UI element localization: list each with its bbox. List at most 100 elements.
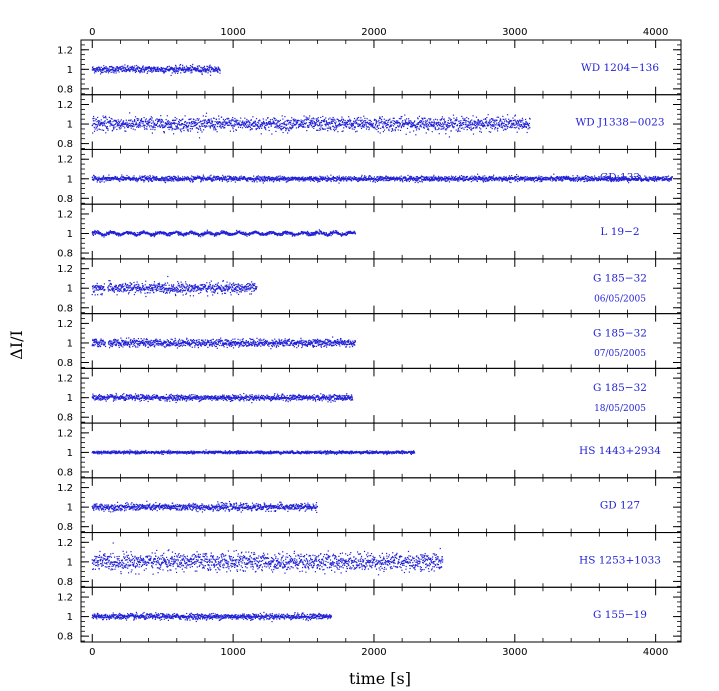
data-point <box>198 137 201 139</box>
data-point <box>159 124 161 126</box>
data-point <box>358 123 360 125</box>
data-point <box>206 67 209 70</box>
data-point <box>338 122 341 124</box>
data-point <box>455 175 457 177</box>
data-point <box>183 127 185 129</box>
data-point <box>392 120 394 122</box>
data-point <box>247 121 249 123</box>
data-point <box>130 123 132 125</box>
data-point <box>425 125 427 127</box>
data-point <box>442 124 444 126</box>
data-point <box>539 181 541 183</box>
data-point <box>181 64 184 66</box>
data-point <box>479 120 481 122</box>
data-point <box>560 178 562 180</box>
data-point <box>469 176 471 179</box>
data-point <box>145 178 147 180</box>
data-point <box>470 129 473 131</box>
data-point <box>148 119 150 121</box>
data-point <box>157 125 159 128</box>
data-point <box>221 180 223 182</box>
data-point <box>504 179 507 181</box>
data-point <box>326 121 328 123</box>
data-point <box>175 125 177 127</box>
data-point <box>372 181 374 183</box>
data-point <box>170 178 172 180</box>
data-point <box>105 69 108 71</box>
data-point <box>260 177 263 179</box>
data-point <box>558 177 560 179</box>
data-point <box>203 69 205 71</box>
data-point <box>171 123 173 125</box>
data-point <box>310 180 312 182</box>
data-point <box>219 124 221 126</box>
data-point <box>93 117 95 120</box>
data-point <box>137 66 139 68</box>
data-point <box>234 124 237 126</box>
data-point <box>295 122 297 124</box>
data-point <box>524 122 526 125</box>
data-point <box>146 120 149 122</box>
data-point <box>292 179 294 181</box>
data-point <box>300 119 302 121</box>
data-point <box>245 178 247 180</box>
data-point <box>218 67 220 69</box>
data-point <box>207 121 209 123</box>
data-point <box>417 118 419 120</box>
data-point <box>143 70 146 72</box>
data-point <box>396 177 398 179</box>
data-point <box>359 179 361 181</box>
data-point <box>216 121 218 123</box>
data-point <box>190 67 192 69</box>
data-point <box>131 68 133 71</box>
data-point <box>167 126 169 129</box>
data-point <box>100 181 102 183</box>
data-point <box>192 63 194 66</box>
data-point <box>511 126 514 128</box>
data-point <box>114 69 116 71</box>
data-point <box>208 178 211 180</box>
data-point <box>370 176 373 178</box>
data-point <box>128 178 130 180</box>
data-point <box>459 178 461 181</box>
data-point <box>415 176 417 178</box>
data-point <box>420 180 422 183</box>
data-point <box>435 176 437 178</box>
data-point <box>484 175 486 177</box>
data-point <box>105 67 107 69</box>
data-point <box>202 123 204 125</box>
data-point <box>263 175 266 177</box>
data-point <box>577 179 579 181</box>
data-point <box>444 176 446 178</box>
data-point <box>124 127 126 129</box>
data-point <box>167 66 169 68</box>
data-point <box>498 177 500 179</box>
data-point <box>134 69 136 71</box>
data-point <box>520 176 522 178</box>
data-point <box>491 179 493 182</box>
data-point <box>133 125 135 127</box>
data-point <box>476 179 478 181</box>
data-point <box>277 120 279 122</box>
data-point <box>262 182 264 184</box>
data-point <box>252 122 255 124</box>
data-point <box>263 178 265 180</box>
data-point <box>238 123 240 125</box>
data-point <box>448 117 450 119</box>
data-point <box>259 119 261 121</box>
data-point <box>245 179 248 181</box>
data-point <box>386 123 388 125</box>
data-point <box>471 128 473 130</box>
data-point <box>564 177 567 179</box>
data-point <box>312 179 315 182</box>
data-point <box>171 178 174 181</box>
data-point <box>107 179 109 182</box>
data-point <box>269 178 272 180</box>
data-point <box>95 71 97 73</box>
data-point <box>209 122 211 124</box>
data-point <box>97 67 99 69</box>
data-point <box>486 116 488 119</box>
data-point <box>121 125 123 127</box>
data-point <box>449 125 451 127</box>
data-point <box>181 69 183 71</box>
